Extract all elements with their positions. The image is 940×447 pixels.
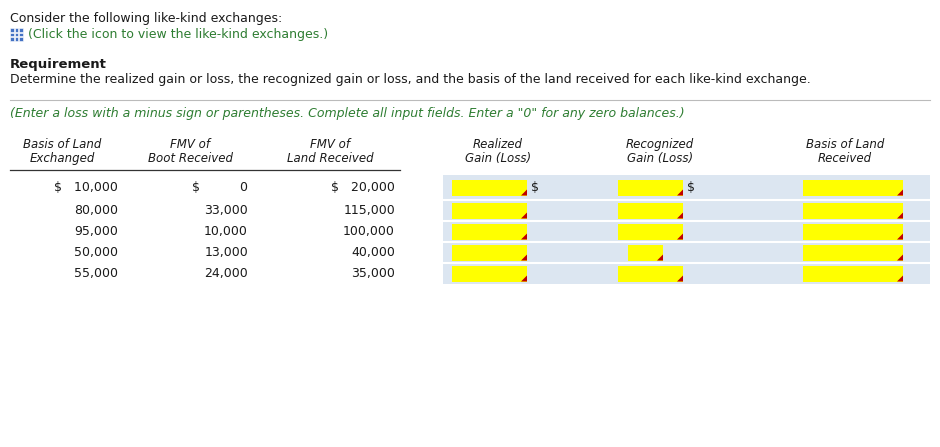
Text: Boot Received: Boot Received (148, 152, 232, 165)
Text: 80,000: 80,000 (74, 204, 118, 217)
Polygon shape (677, 275, 683, 282)
Text: Recognized: Recognized (626, 138, 694, 151)
Bar (618, 266, 683, 282)
Text: (Enter a loss with a minus sign or parentheses. Complete all input fields. Enter: (Enter a loss with a minus sign or paren… (10, 107, 684, 120)
Text: 33,000: 33,000 (204, 204, 248, 217)
Polygon shape (897, 212, 903, 219)
Text: Consider the following like-kind exchanges:: Consider the following like-kind exchang… (10, 12, 282, 25)
Bar (618, 180, 683, 195)
Polygon shape (897, 254, 903, 261)
Bar (803, 266, 903, 282)
Text: 40,000: 40,000 (352, 246, 395, 259)
Text: $   10,000: $ 10,000 (55, 181, 118, 194)
Polygon shape (897, 190, 903, 195)
Bar (19, 28, 23, 31)
Text: $: $ (531, 181, 539, 194)
Bar (10, 33, 13, 36)
Text: 24,000: 24,000 (204, 267, 248, 280)
Polygon shape (521, 254, 527, 261)
Bar (803, 180, 903, 195)
Bar (14, 33, 18, 36)
Polygon shape (897, 233, 903, 240)
Bar (443, 263, 930, 284)
Bar (443, 175, 930, 200)
Text: 10,000: 10,000 (204, 225, 248, 238)
Bar (452, 245, 527, 261)
Bar (443, 242, 930, 263)
Text: Requirement: Requirement (10, 58, 107, 71)
Polygon shape (677, 233, 683, 240)
Text: FMV of: FMV of (170, 138, 210, 151)
Bar (443, 221, 930, 242)
Bar (452, 224, 527, 240)
Text: 35,000: 35,000 (352, 267, 395, 280)
Bar (443, 200, 930, 221)
Text: Gain (Loss): Gain (Loss) (465, 152, 531, 165)
Bar (14, 28, 18, 31)
Text: (Click the icon to view the like-kind exchanges.): (Click the icon to view the like-kind ex… (28, 28, 328, 41)
Bar (452, 266, 527, 282)
Text: 13,000: 13,000 (204, 246, 248, 259)
Text: Basis of Land: Basis of Land (806, 138, 885, 151)
Polygon shape (897, 275, 903, 282)
Polygon shape (521, 233, 527, 240)
Text: 100,000: 100,000 (343, 225, 395, 238)
Text: Land Received: Land Received (287, 152, 373, 165)
Polygon shape (521, 212, 527, 219)
Polygon shape (677, 190, 683, 195)
Bar (19, 37, 23, 41)
Bar (19, 33, 23, 36)
Bar (803, 245, 903, 261)
Polygon shape (657, 254, 663, 261)
Bar (10, 37, 13, 41)
Bar (452, 180, 527, 195)
Text: 115,000: 115,000 (343, 204, 395, 217)
Text: Exchanged: Exchanged (29, 152, 95, 165)
Text: $: $ (687, 181, 695, 194)
Text: 95,000: 95,000 (74, 225, 118, 238)
Bar (628, 245, 663, 261)
Text: Determine the realized gain or loss, the recognized gain or loss, and the basis : Determine the realized gain or loss, the… (10, 73, 810, 86)
Text: $   20,000: $ 20,000 (331, 181, 395, 194)
Text: Gain (Loss): Gain (Loss) (627, 152, 693, 165)
Polygon shape (521, 190, 527, 195)
Text: 55,000: 55,000 (74, 267, 118, 280)
Polygon shape (521, 275, 527, 282)
Bar (10, 28, 13, 31)
Text: 50,000: 50,000 (74, 246, 118, 259)
Text: $          0: $ 0 (192, 181, 248, 194)
Bar (14, 37, 18, 41)
Text: Basis of Land: Basis of Land (23, 138, 102, 151)
Polygon shape (677, 212, 683, 219)
Bar (803, 202, 903, 219)
Bar (452, 202, 527, 219)
Bar (618, 202, 683, 219)
Text: Realized: Realized (473, 138, 523, 151)
Bar (803, 224, 903, 240)
Bar (618, 224, 683, 240)
Text: Received: Received (818, 152, 872, 165)
Text: FMV of: FMV of (310, 138, 350, 151)
